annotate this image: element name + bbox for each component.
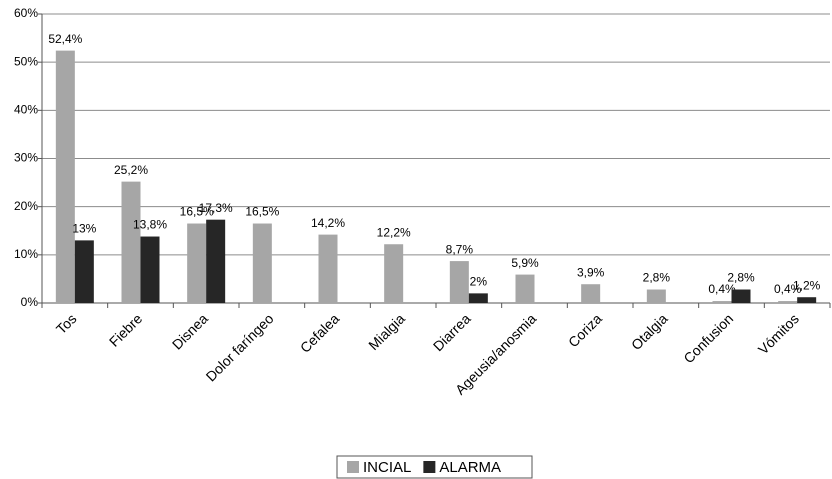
bar [731, 289, 751, 303]
x-tick-label: Disnea [169, 310, 211, 352]
bar [140, 236, 160, 303]
data-label: 12,2% [377, 225, 411, 239]
bar [646, 289, 666, 303]
bar [778, 301, 798, 303]
x-tick-label: Cefalea [297, 310, 343, 356]
bar [55, 50, 75, 304]
bar [121, 181, 141, 303]
data-label: 5,9% [511, 256, 539, 270]
bar [74, 240, 94, 303]
legend-swatch [347, 461, 359, 473]
bar [712, 301, 732, 303]
legend: INCIAL ALARMA [336, 455, 533, 479]
y-tick-label: 0% [21, 295, 39, 309]
data-label: 8,7% [446, 242, 474, 256]
x-tick-label: Fiebre [106, 310, 146, 350]
bar [581, 284, 601, 303]
bar [206, 219, 226, 303]
data-label: 16,5% [245, 205, 279, 219]
data-label: 13% [72, 222, 96, 236]
data-label: 25,2% [114, 163, 148, 177]
x-tick-label: Tos [53, 310, 80, 337]
data-label: 2% [470, 275, 488, 289]
y-tick-label: 10% [14, 247, 38, 261]
data-label: 1,2% [793, 278, 821, 292]
y-tick-label: 50% [14, 54, 38, 68]
x-tick-label: Coriza [565, 310, 605, 350]
data-label: 14,2% [311, 216, 345, 230]
x-tick-label: Mialgia [365, 310, 408, 353]
bar [384, 244, 404, 303]
legend-label: INCIAL [363, 459, 411, 476]
legend-box [336, 455, 533, 479]
bar [318, 234, 338, 303]
x-tick-label: Dolor faríngeo [203, 310, 277, 384]
data-label: 52,4% [48, 32, 82, 46]
x-tick-label: Vómitos [755, 310, 802, 357]
x-tick-label: Diarrea [430, 310, 474, 354]
y-tick-label: 60% [14, 6, 38, 20]
bar [515, 274, 535, 303]
y-tick-label: 40% [14, 103, 38, 117]
bar [252, 223, 272, 303]
bar [187, 223, 207, 303]
data-label: 2,8% [643, 271, 671, 285]
x-tick-label: Confusion [680, 310, 736, 366]
data-label: 0,4% [774, 282, 802, 296]
data-label: 2,8% [727, 271, 755, 285]
y-tick-label: 20% [14, 199, 38, 213]
bar [468, 293, 488, 303]
x-tick-label: Otalgia [628, 310, 671, 353]
data-label: 0,4% [708, 282, 736, 296]
y-tick-label: 30% [14, 151, 38, 165]
data-label: 3,9% [577, 265, 605, 279]
data-label: 17,3% [199, 201, 233, 215]
bar [449, 261, 469, 303]
legend-swatch [423, 461, 436, 473]
data-label: 16,5% [180, 205, 214, 219]
legend-label: ALARMA [439, 459, 501, 476]
bar [797, 297, 817, 303]
data-label: 13,8% [133, 218, 167, 232]
